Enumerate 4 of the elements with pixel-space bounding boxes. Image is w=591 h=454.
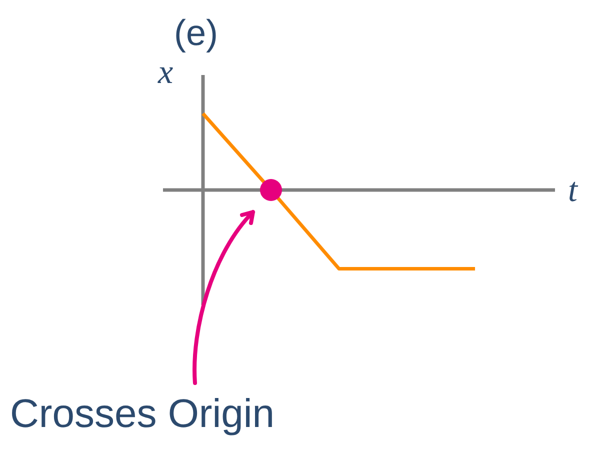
y-axis-title: x [158,54,174,92]
chart-title: (e) [173,12,219,54]
text: Crosses Origin [10,392,275,437]
x-axis-title: t [568,172,578,210]
